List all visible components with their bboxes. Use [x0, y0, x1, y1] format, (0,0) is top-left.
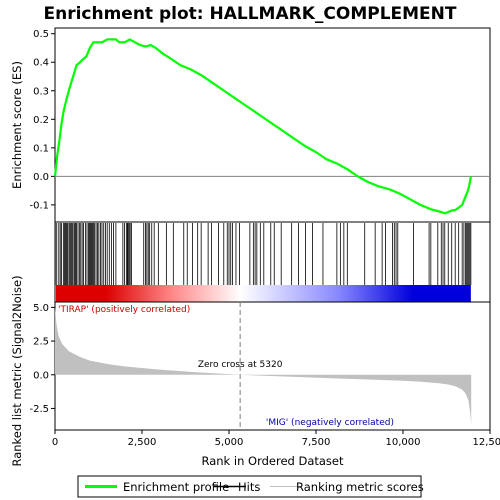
- legend: Enrichment profile Hits Ranking metric sco…: [77, 475, 424, 498]
- legend-box: [77, 475, 422, 498]
- x-tick-label: 12,500: [473, 437, 500, 448]
- metric-ytick-label: -2.5: [29, 404, 49, 415]
- es-ytick-label: 0.5: [33, 29, 49, 40]
- enrichment-profile-line: [53, 38, 472, 215]
- es-ytick-label: 0.4: [33, 58, 49, 69]
- legend-item-label: Ranking metric scores: [296, 480, 424, 494]
- x-tick-label: 5,000: [215, 437, 244, 448]
- es-ytick-label: 0.1: [33, 143, 49, 154]
- x-axis-label: Rank in Ordered Dataset: [201, 454, 344, 468]
- metric-frame: [54, 301, 491, 431]
- es-ytick-label: 0.2: [33, 115, 49, 126]
- y-axis-label-es: Enrichment score (ES): [10, 61, 24, 189]
- negative-correlation-label: 'MIG' (negatively correlated): [266, 418, 394, 428]
- metric-ytick-label: 5.0: [33, 303, 49, 314]
- x-tick-label: 0: [52, 437, 58, 448]
- metric-ytick-label: 2.5: [33, 337, 49, 348]
- x-tick-label: 2,500: [128, 437, 157, 448]
- es-ytick-label: 0.3: [33, 86, 49, 97]
- rank-color-gradient: [56, 285, 471, 302]
- x-tick-label: 7,500: [302, 437, 331, 448]
- es-ytick-label: 0.0: [33, 172, 49, 183]
- enrichment-score-panel: -0.1 0.0 0.1 0.2 0.3 0.4 0.5: [29, 27, 491, 223]
- legend-item-label: Hits: [238, 480, 260, 494]
- ranked-metric-panel: -2.5 0.0 2.5 5.0 Zero cross at 5320 'TIRAP' (…: [29, 301, 491, 431]
- chart-title: Enrichment plot: HALLMARK_COMPLEMENT: [43, 4, 456, 24]
- y-axis-label-metric: Ranked list metric (Signal2Noise): [10, 275, 24, 466]
- x-axis: 0 2,500 5,000 7,500 10,000 12,500: [52, 430, 500, 448]
- positive-correlation-label: 'TIRAP' (positively correlated): [58, 305, 190, 315]
- zero-cross-label: Zero cross at 5320: [198, 360, 283, 370]
- legend-item-label: Enrichment profile: [123, 480, 229, 494]
- es-ytick-label: -0.1: [29, 200, 49, 211]
- x-tick-label: 10,000: [386, 437, 421, 448]
- metric-ytick-label: 0.0: [33, 370, 49, 381]
- ranking-color-bar: [56, 285, 471, 302]
